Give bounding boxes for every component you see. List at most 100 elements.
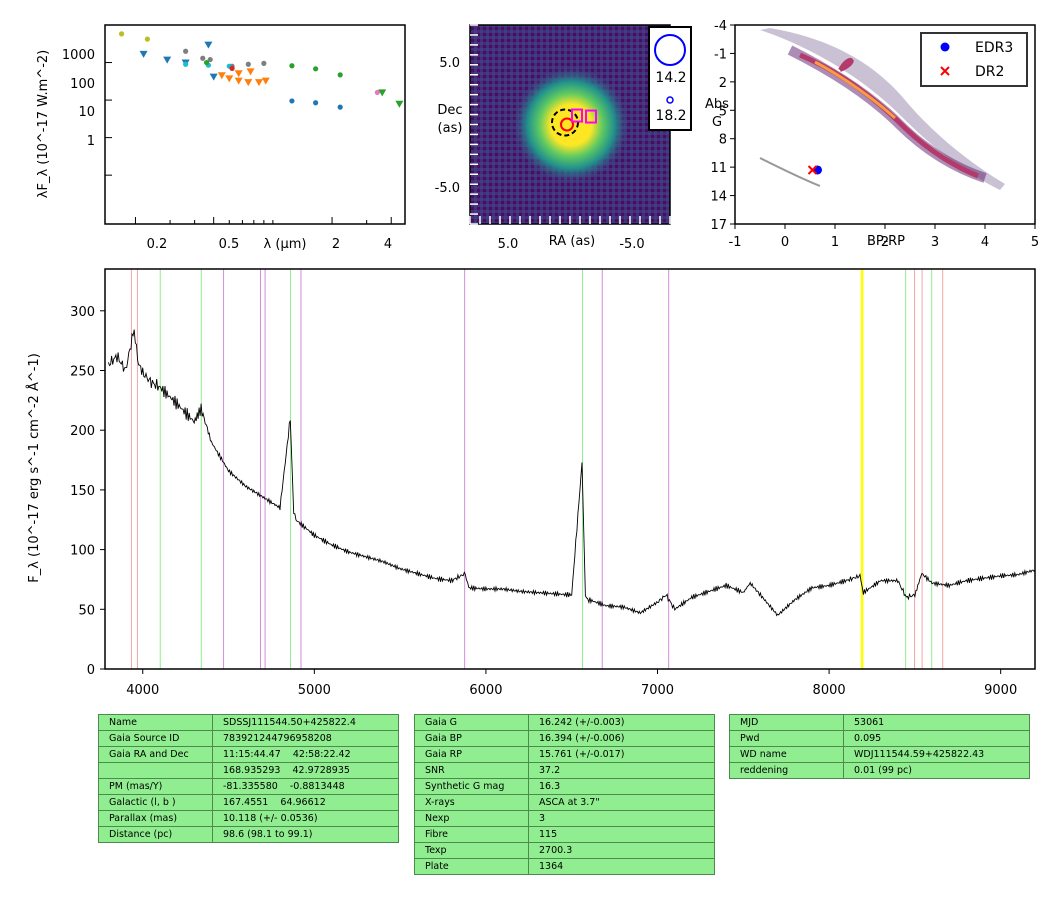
- table-value-cell: 16.394 (+/-0.006): [528, 730, 715, 747]
- table-row: Synthetic G mag 16.3: [414, 778, 715, 795]
- source-blob: [513, 67, 629, 183]
- table-key-cell: Texp: [414, 842, 529, 859]
- table-row: Nexp 3: [414, 810, 715, 827]
- table-value-cell: 2700.3: [528, 842, 715, 859]
- hr-xtick-label: 4: [981, 235, 989, 250]
- table-row: Texp 2700.3: [414, 842, 715, 859]
- sed-point: [217, 72, 226, 80]
- table-key-cell: Gaia G: [414, 714, 529, 731]
- spectrum-xtick-label: 4000: [126, 683, 159, 698]
- hr-ytick-label: 14: [710, 190, 727, 205]
- table-row: Plate 1364: [414, 858, 715, 875]
- table-key-cell: X-rays: [414, 794, 529, 811]
- spectrum-xtick-label: 8000: [813, 683, 846, 698]
- info-table-observation: MJD 53061 Pwd 0.095 WD name WDJ111544.59+4258…: [729, 714, 1030, 779]
- spectrum-ytick-label: 250: [70, 364, 95, 379]
- table-value-cell: 37.2: [528, 762, 715, 779]
- sed-ytick-label: 1: [87, 134, 95, 149]
- table-key-cell: Pwd: [729, 730, 844, 747]
- legend-marker-dr2: [940, 66, 950, 76]
- hr-ytick-label: 8: [719, 133, 727, 148]
- table-key-cell: Galactic (l, b ): [98, 794, 213, 811]
- table-row: Gaia Source ID 783921244796958208: [98, 730, 399, 747]
- table-key-cell: Nexp: [414, 810, 529, 827]
- sed-point: [200, 55, 206, 61]
- hr-ytick-label: -1: [714, 47, 727, 62]
- table-row: Parallax (mas) 10.118 (+/- 0.0536): [98, 810, 399, 827]
- table-key-cell: Gaia RA and Dec: [98, 746, 213, 763]
- sed-point: [203, 59, 210, 66]
- table-row: Fibre 115: [414, 826, 715, 843]
- sed-xtick-label: 4: [384, 237, 392, 252]
- sed-point: [183, 48, 189, 54]
- image-xlabel: RA (as): [549, 234, 595, 249]
- sed-ytick-label: 10: [78, 105, 95, 120]
- legend-circle-small: [666, 96, 674, 104]
- sed-xtick-label: 0.5: [219, 237, 240, 252]
- table-value-cell: 98.6 (98.1 to 99.1): [212, 826, 399, 843]
- image-legend-label: 18.2: [655, 108, 686, 124]
- sed-point: [254, 79, 263, 87]
- table-key-cell: Name: [98, 714, 213, 731]
- spectrum-plot: 4000 5000 6000 7000 8000 9000 0 50 100 150 200 250…: [26, 268, 1036, 698]
- hr-legend: EDR3 DR2: [920, 32, 1028, 87]
- table-key-cell: [98, 762, 213, 779]
- table-value-cell: 15.761 (+/-0.017): [528, 746, 715, 763]
- table-value-cell: SDSSJ111544.50+425822.4: [212, 714, 399, 731]
- table-value-cell: 16.242 (+/-0.003): [528, 714, 715, 731]
- sed-point: [244, 79, 253, 87]
- sed-xtick-label: 0.2: [147, 237, 168, 252]
- spectrum-ytick-label: 150: [70, 484, 95, 499]
- sed-point: [183, 61, 189, 67]
- table-row: 168.935293 42.9728935: [98, 762, 399, 779]
- sed-point: [337, 72, 343, 78]
- table-key-cell: Gaia Source ID: [98, 730, 213, 747]
- image-ylabel: Dec (as): [437, 103, 462, 136]
- sed-point: [261, 60, 267, 66]
- table-value-cell: 167.4551 64.96612: [212, 794, 399, 811]
- hr-xlabel: BP-RP: [867, 234, 905, 249]
- sed-point: [313, 66, 319, 72]
- hr-ytick-label: 17: [710, 218, 727, 233]
- table-value-cell: 783921244796958208: [212, 730, 399, 747]
- hr-legend-label: EDR3: [975, 40, 1013, 56]
- image-ytick-label: -5.0: [435, 181, 460, 196]
- hr-ytick-label: 2: [719, 76, 727, 91]
- table-row: Name SDSSJ111544.50+425822.4: [98, 714, 399, 731]
- spectrum-ytick-label: 0: [87, 663, 95, 678]
- table-value-cell: WDJ111544.59+425822.43: [843, 746, 1030, 763]
- table-key-cell: Gaia BP: [414, 730, 529, 747]
- spectrum-ylabel: F_λ (10^-17 erg s^-1 cm^-2 Å^-1): [26, 353, 42, 583]
- table-row: Gaia RP 15.761 (+/-0.017): [414, 746, 715, 763]
- hr-ytick-label: -4: [714, 19, 727, 34]
- table-value-cell: ASCA at 3.7": [528, 794, 715, 811]
- sed-point: [118, 31, 125, 37]
- hr-density-background: [759, 28, 1005, 190]
- table-value-cell: -81.335580 -0.8813448: [212, 778, 399, 795]
- position-circle: [560, 117, 574, 132]
- sed-point: [225, 75, 234, 83]
- sed-point: [289, 63, 295, 69]
- sed-xtick-label: 2: [332, 237, 340, 252]
- sed-point: [234, 77, 243, 85]
- image-panel: 5.0 -5.0 RA (as) 5.0 -5.0 Dec (as) 14.2 1…: [435, 24, 692, 252]
- highlight-band: [860, 269, 864, 669]
- table-value-cell: 53061: [843, 714, 1030, 731]
- image-ytick-label: 5.0: [439, 56, 460, 71]
- hr-xtick-label: 0: [781, 235, 789, 250]
- sed-point: [207, 56, 213, 63]
- table-key-cell: MJD: [729, 714, 844, 731]
- table-key-cell: reddening: [729, 762, 844, 779]
- image-legend-label: 14.2: [655, 70, 686, 86]
- table-key-cell: Synthetic G mag: [414, 778, 529, 795]
- table-key-cell: Gaia RP: [414, 746, 529, 763]
- sed-point: [209, 73, 218, 81]
- spectrum-xtick-label: 6000: [469, 683, 502, 698]
- hr-legend-label: DR2: [975, 64, 1004, 80]
- table-row: MJD 53061: [729, 714, 1030, 731]
- spectrum-axes-frame: [104, 268, 1036, 670]
- spectrum-line: [107, 329, 1036, 617]
- table-row: WD name WDJ111544.59+425822.43: [729, 746, 1030, 763]
- spectrum-ytick-label: 300: [70, 305, 95, 320]
- spectrum-ytick-label: 50: [78, 603, 95, 618]
